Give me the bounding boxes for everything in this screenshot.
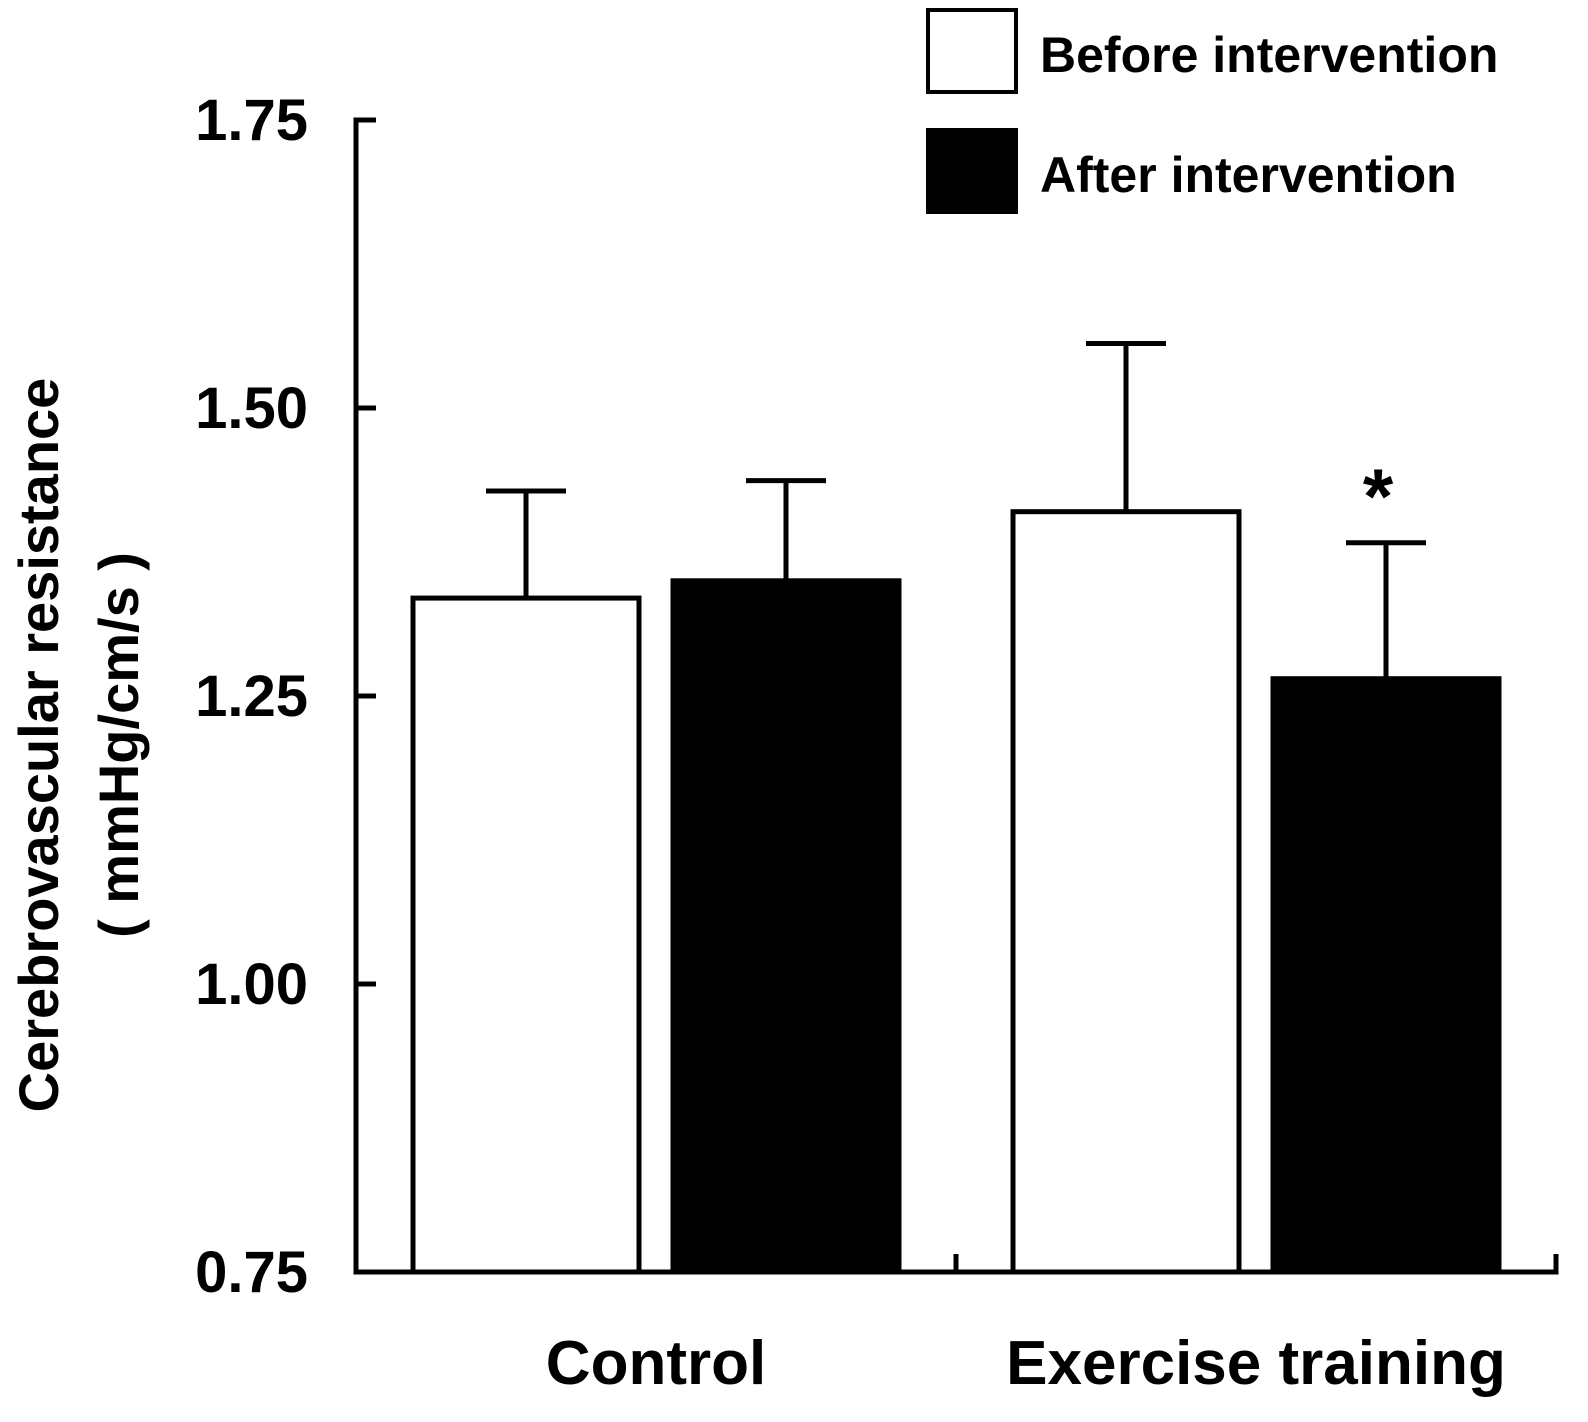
bar-after-exercise (1270, 676, 1502, 1275)
category-label: Exercise training (1006, 1329, 1506, 1398)
legend: Before intervention After intervention (926, 8, 1498, 214)
legend-label-after: After intervention (1040, 147, 1457, 203)
y-tick-label: 0.75 (195, 1240, 308, 1305)
category-labels: Control Exercise training (546, 1329, 1506, 1398)
bars (410, 509, 1502, 1275)
error-bars (486, 340, 1426, 679)
annotations: * (1363, 452, 1394, 540)
x-ticks (953, 1254, 1559, 1272)
significance-asterisk: * (1363, 452, 1394, 540)
bar-after-control (670, 578, 902, 1275)
y-axis-title: Cerebrovascular resistance (7, 378, 70, 1113)
bar-before-control (410, 595, 642, 1275)
legend-swatch-after (926, 128, 1018, 214)
y-tick-label: 1.25 (195, 664, 308, 729)
y-tick-label: 1.75 (195, 88, 308, 153)
y-ticks: 0.75 1.00 1.25 1.50 1.75 (195, 88, 376, 1305)
y-axis-units: ( mmHg/cm/s ) (87, 552, 150, 938)
legend-swatch-before (926, 8, 1018, 94)
bar-before-exercise (1010, 509, 1242, 1275)
y-tick-label: 1.00 (195, 952, 308, 1017)
legend-label-before: Before intervention (1040, 27, 1498, 83)
y-tick-label: 1.50 (195, 376, 308, 441)
category-label: Control (546, 1329, 766, 1398)
